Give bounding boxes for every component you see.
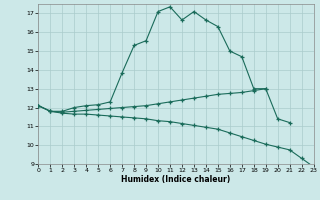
X-axis label: Humidex (Indice chaleur): Humidex (Indice chaleur) bbox=[121, 175, 231, 184]
